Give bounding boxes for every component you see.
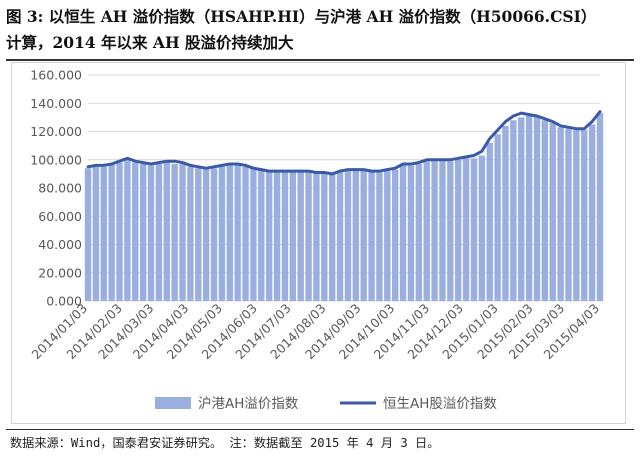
bar-point: [423, 161, 430, 301]
bar-point: [360, 171, 367, 301]
bar-point: [328, 173, 336, 301]
bar-point: [462, 158, 470, 301]
bar-point: [573, 130, 580, 301]
bar-point: [305, 171, 312, 301]
bar-point: [258, 169, 265, 301]
bar-point: [273, 171, 281, 301]
bar-point: [202, 168, 210, 301]
legend-label-line: 恒生AH股溢价指数: [383, 396, 497, 412]
bar-point: [297, 171, 304, 301]
bar-point: [486, 142, 493, 301]
bar-point: [179, 163, 186, 301]
bar-point: [596, 113, 604, 301]
bar-point: [139, 163, 147, 301]
bar-point: [234, 165, 241, 301]
y-tick-label: 160.000: [30, 68, 82, 83]
title-line-2: 计算，2014 年以来 AH 股溢价持续加大: [6, 33, 294, 52]
bar-point: [100, 166, 107, 301]
figure-title: 图 3: 以恒生 AH 溢价指数（HSAHP.HI）与沪港 AH 溢价指数（H5…: [6, 4, 634, 56]
bar-point: [541, 120, 549, 301]
bar-point: [431, 161, 438, 301]
bar-point: [384, 171, 391, 301]
bar-point: [533, 115, 541, 302]
bar-point: [124, 159, 131, 301]
bar-point: [392, 169, 399, 301]
bar-point: [92, 166, 100, 301]
y-tick-label: 20.000: [38, 265, 82, 280]
bar-point: [265, 171, 273, 301]
y-tick-label: 40.000: [38, 237, 82, 252]
bar-point: [289, 171, 296, 301]
bar-point: [399, 165, 407, 301]
x-axis-tick-labels: 2014/01/032014/02/032014/03/032014/04/03…: [29, 301, 603, 363]
y-tick-label: 140.000: [30, 96, 82, 111]
series-line-hang-seng: [86, 110, 602, 176]
bar-point: [344, 171, 352, 301]
bar-point: [368, 171, 375, 301]
line-series-hang-seng: [86, 110, 602, 176]
bar-point: [132, 162, 139, 301]
bar-point: [588, 124, 596, 301]
legend-label-bar: 沪港AH溢价指数: [198, 396, 299, 412]
bar-point: [226, 165, 233, 301]
bar-point: [415, 163, 423, 301]
bar-point: [502, 125, 509, 301]
source-note: 数据来源：Wind，国泰君安证券研究。 注：数据截至 2015 年 4 月 3 …: [10, 436, 440, 450]
bar-point: [549, 123, 556, 302]
y-tick-label: 60.000: [38, 209, 82, 224]
bar-point: [155, 163, 163, 301]
bar-point: [336, 172, 344, 301]
bar-point: [455, 159, 462, 301]
bar-point: [407, 165, 415, 301]
title-divider: [6, 59, 634, 61]
bar-point: [116, 162, 123, 301]
bar-point: [147, 165, 155, 301]
bar-point: [581, 130, 588, 301]
bar-point: [171, 163, 178, 301]
bar-point: [376, 172, 383, 301]
legend: 沪港AH溢价指数 恒生AH股溢价指数: [155, 396, 497, 412]
bar-point: [242, 166, 249, 301]
y-tick-label: 100.000: [30, 152, 82, 167]
chart-frame: 0.000 20.000 40.000 60.000 80.000 100.000 120.…: [11, 62, 626, 424]
bar-point: [195, 168, 202, 301]
bar-point: [163, 162, 170, 301]
bar-point: [313, 172, 320, 301]
legend-swatch-bar: [155, 397, 191, 409]
y-tick-label: 80.000: [38, 181, 82, 196]
bar-point: [108, 163, 115, 301]
bar-point: [557, 127, 564, 301]
bar-point: [210, 168, 218, 301]
bar-point: [565, 128, 572, 301]
bar-point: [518, 117, 525, 301]
y-tick-label: 0.000: [46, 294, 82, 309]
bar-point: [84, 168, 92, 301]
bar-point: [250, 168, 257, 301]
y-axis-tick-labels: 0.000 20.000 40.000 60.000 80.000 100.000 120.…: [30, 68, 82, 309]
bar-point: [470, 158, 478, 301]
bar-point: [447, 161, 454, 301]
bar-point: [321, 172, 328, 301]
bar-point: [510, 120, 517, 301]
bar-point: [187, 166, 194, 301]
bar-point: [281, 171, 289, 301]
bar-point: [525, 115, 533, 302]
bar-point: [494, 134, 501, 301]
y-tick-label: 120.000: [30, 124, 82, 139]
footer-divider: [6, 429, 634, 430]
bar-point: [218, 166, 226, 301]
bar-point: [352, 171, 360, 301]
ah-premium-chart: 0.000 20.000 40.000 60.000 80.000 100.000 120.…: [29, 68, 604, 412]
bar-point: [478, 155, 486, 301]
bar-point: [439, 161, 446, 301]
bar-series-sh-hk: [84, 113, 604, 302]
title-line-1: 图 3: 以恒生 AH 溢价指数（HSAHP.HI）与沪港 AH 溢价指数（H5…: [6, 7, 597, 26]
